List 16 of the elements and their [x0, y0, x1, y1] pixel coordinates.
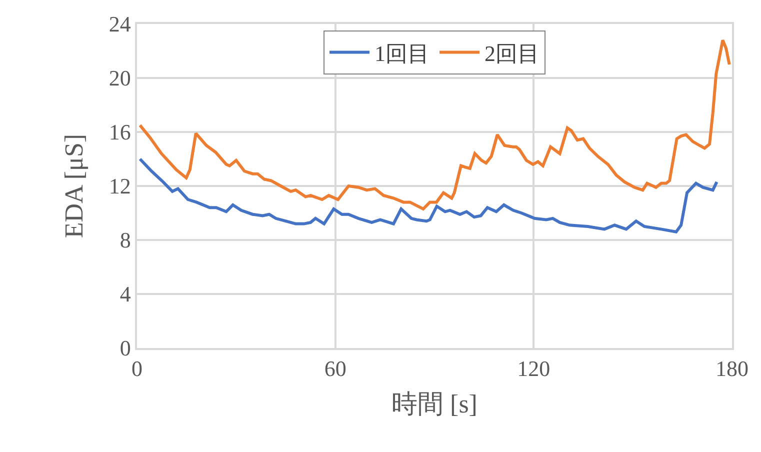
- y-tick-label: 16: [108, 120, 131, 145]
- y-tick-label: 20: [108, 66, 131, 91]
- line-series: [138, 158, 718, 234]
- legend-label: 1回目: [374, 40, 430, 66]
- x-tick-label: 120: [517, 356, 550, 382]
- x-axis-title: 時間 [s]: [392, 389, 478, 418]
- y-tick-label: 12: [108, 174, 131, 199]
- legend-label: 2回目: [484, 40, 540, 66]
- x-tick-label: 60: [324, 356, 346, 382]
- y-tick-label: 4: [120, 282, 131, 307]
- y-tick-label: 0: [120, 336, 131, 361]
- line-series: [138, 38, 731, 210]
- y-tick-label: 8: [120, 228, 131, 253]
- y-tick-label: 24: [108, 12, 131, 37]
- x-tick-label: 180: [716, 356, 748, 382]
- y-axis-title: EDA [μS]: [60, 134, 89, 238]
